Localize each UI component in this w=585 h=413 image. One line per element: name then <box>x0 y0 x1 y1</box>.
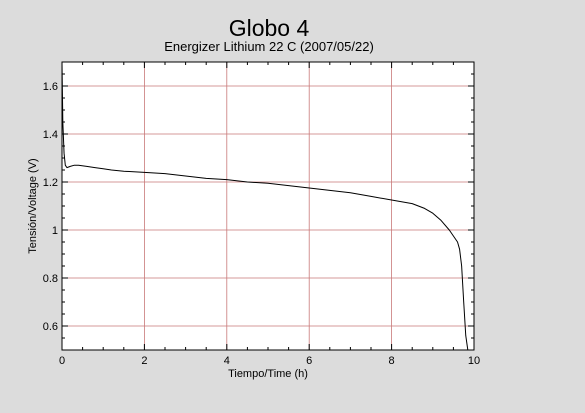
x-tick-label: 0 <box>59 355 65 367</box>
chart-subtitle: Energizer Lithium 22 C (2007/05/22) <box>164 39 374 54</box>
y-axis-label: Tensión/Voltage (V) <box>27 158 39 253</box>
x-tick-label: 4 <box>224 355 230 367</box>
plot-area <box>62 62 474 350</box>
y-tick-label: 1.2 <box>43 177 58 189</box>
y-axis-ticks: 0.6 0.8 1 1.2 1.4 1.6 <box>43 81 474 333</box>
series-group <box>61 61 469 351</box>
x-axis-ticks: 0 2 4 6 8 10 <box>59 62 480 367</box>
y-tick-label: 1.6 <box>43 81 58 93</box>
x-axis-label: Tiempo/Time (h) <box>228 368 308 380</box>
y-tick-label: 1 <box>52 225 58 237</box>
series-line <box>61 61 469 351</box>
plot-frame <box>61 61 475 351</box>
chart-title: Globo 4 <box>229 15 310 41</box>
y-tick-label: 0.8 <box>43 273 58 285</box>
x-tick-label: 8 <box>389 355 395 367</box>
x-tick-label: 2 <box>141 355 147 367</box>
grid-lines <box>62 62 474 350</box>
y-tick-label: 1.4 <box>43 129 58 141</box>
y-tick-label: 0.6 <box>43 321 58 333</box>
x-tick-label: 6 <box>306 355 312 367</box>
x-tick-label: 10 <box>468 355 480 367</box>
